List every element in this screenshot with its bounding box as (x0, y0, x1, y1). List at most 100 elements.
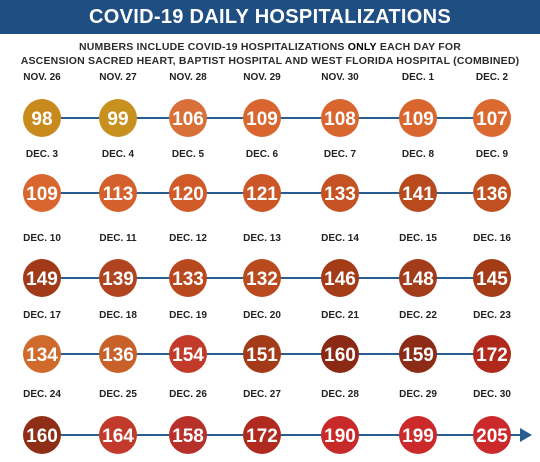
value-circle (399, 259, 437, 297)
value-circle (399, 416, 437, 454)
date-label: NOV. 29 (243, 72, 281, 83)
value-circle (321, 99, 359, 137)
value-label: 109 (26, 184, 58, 205)
value-circle (243, 259, 281, 297)
value-label: 136 (476, 184, 508, 205)
date-label: DEC. 30 (473, 389, 511, 400)
value-label: 99 (107, 109, 128, 130)
value-label: 113 (103, 184, 134, 205)
value-circle (23, 259, 61, 297)
date-label: DEC. 7 (324, 149, 357, 160)
date-label: DEC. 19 (169, 310, 207, 321)
value-circle (99, 99, 137, 137)
value-label: 205 (476, 426, 508, 447)
value-label: 160 (324, 345, 356, 366)
value-circle (23, 174, 61, 212)
date-label: DEC. 26 (169, 389, 207, 400)
date-label: DEC. 25 (99, 389, 137, 400)
value-label: 109 (246, 109, 278, 130)
subtitle-line2: ASCENSION SACRED HEART, BAPTIST HOSPITAL… (20, 55, 520, 67)
value-circle (169, 259, 207, 297)
value-label: 98 (31, 109, 52, 130)
value-circle (321, 335, 359, 373)
date-label: DEC. 1 (402, 72, 435, 83)
value-label: 106 (172, 109, 204, 130)
value-circle (169, 335, 207, 373)
date-label: NOV. 28 (169, 72, 207, 83)
date-label: DEC. 4 (102, 149, 135, 160)
value-circle (399, 99, 437, 137)
value-label: 190 (324, 426, 356, 447)
value-label: 133 (324, 184, 356, 205)
value-circle (399, 174, 437, 212)
date-label: DEC. 29 (399, 389, 437, 400)
value-label: 159 (402, 345, 434, 366)
date-label: DEC. 10 (23, 233, 61, 244)
value-label: 199 (402, 426, 434, 447)
value-label: 139 (102, 269, 134, 290)
value-label: 121 (246, 184, 278, 205)
value-circle (243, 416, 281, 454)
value-circle (99, 335, 137, 373)
date-label: NOV. 30 (321, 72, 359, 83)
date-label: DEC. 9 (476, 149, 509, 160)
value-circle (99, 259, 137, 297)
date-label: NOV. 27 (99, 72, 137, 83)
value-circle (99, 416, 137, 454)
date-label: DEC. 18 (99, 310, 137, 321)
value-circle (243, 335, 281, 373)
date-label: DEC. 12 (169, 233, 207, 244)
value-label: 160 (26, 426, 58, 447)
date-label: DEC. 6 (246, 149, 279, 160)
subtitle-line1-before: NUMBERS INCLUDE COVID-19 HOSPITALIZATION… (78, 41, 348, 53)
value-circle (99, 174, 137, 212)
value-label: 164 (102, 426, 134, 447)
value-label: 145 (476, 269, 508, 290)
value-label: 158 (172, 426, 204, 447)
value-label: 109 (402, 109, 434, 130)
value-circle (243, 174, 281, 212)
value-circle (169, 416, 207, 454)
value-circle (23, 99, 61, 137)
date-label: DEC. 28 (321, 389, 359, 400)
value-circle (321, 259, 359, 297)
date-label: DEC. 16 (473, 233, 511, 244)
date-label: DEC. 17 (23, 310, 61, 321)
chart-title: COVID-19 DAILY HOSPITALIZATIONS (0, 0, 540, 34)
date-label: DEC. 2 (476, 72, 509, 83)
date-label: DEC. 24 (23, 389, 61, 400)
value-label: 151 (246, 345, 278, 366)
date-label: DEC. 14 (321, 233, 359, 244)
value-circle (23, 335, 61, 373)
value-label: 108 (324, 109, 356, 130)
value-circle (23, 416, 61, 454)
date-label: DEC. 20 (243, 310, 281, 321)
date-label: DEC. 11 (99, 233, 137, 244)
value-label: 120 (172, 184, 204, 205)
value-circle (169, 99, 207, 137)
value-label: 132 (246, 269, 278, 290)
value-label: 136 (102, 345, 134, 366)
date-label: DEC. 27 (243, 389, 281, 400)
value-label: 141 (402, 184, 434, 205)
subtitle-line1-after: EACH DAY FOR (376, 41, 462, 53)
value-label: 154 (172, 345, 204, 366)
date-label: DEC. 13 (243, 233, 281, 244)
value-circle (473, 416, 511, 454)
value-label: 148 (402, 269, 434, 290)
value-circle (473, 99, 511, 137)
date-label: NOV. 26 (23, 72, 61, 83)
date-label: DEC. 21 (321, 310, 359, 321)
value-circle (169, 174, 207, 212)
value-circle (473, 174, 511, 212)
value-label: 146 (324, 269, 356, 290)
value-circle (243, 99, 281, 137)
value-label: 133 (172, 269, 204, 290)
chart-subtitle: NUMBERS INCLUDE COVID-19 HOSPITALIZATION… (0, 40, 540, 68)
value-circle (321, 174, 359, 212)
value-circle (473, 335, 511, 373)
date-label: DEC. 23 (473, 310, 511, 321)
value-label: 134 (26, 345, 58, 366)
value-circle (321, 416, 359, 454)
